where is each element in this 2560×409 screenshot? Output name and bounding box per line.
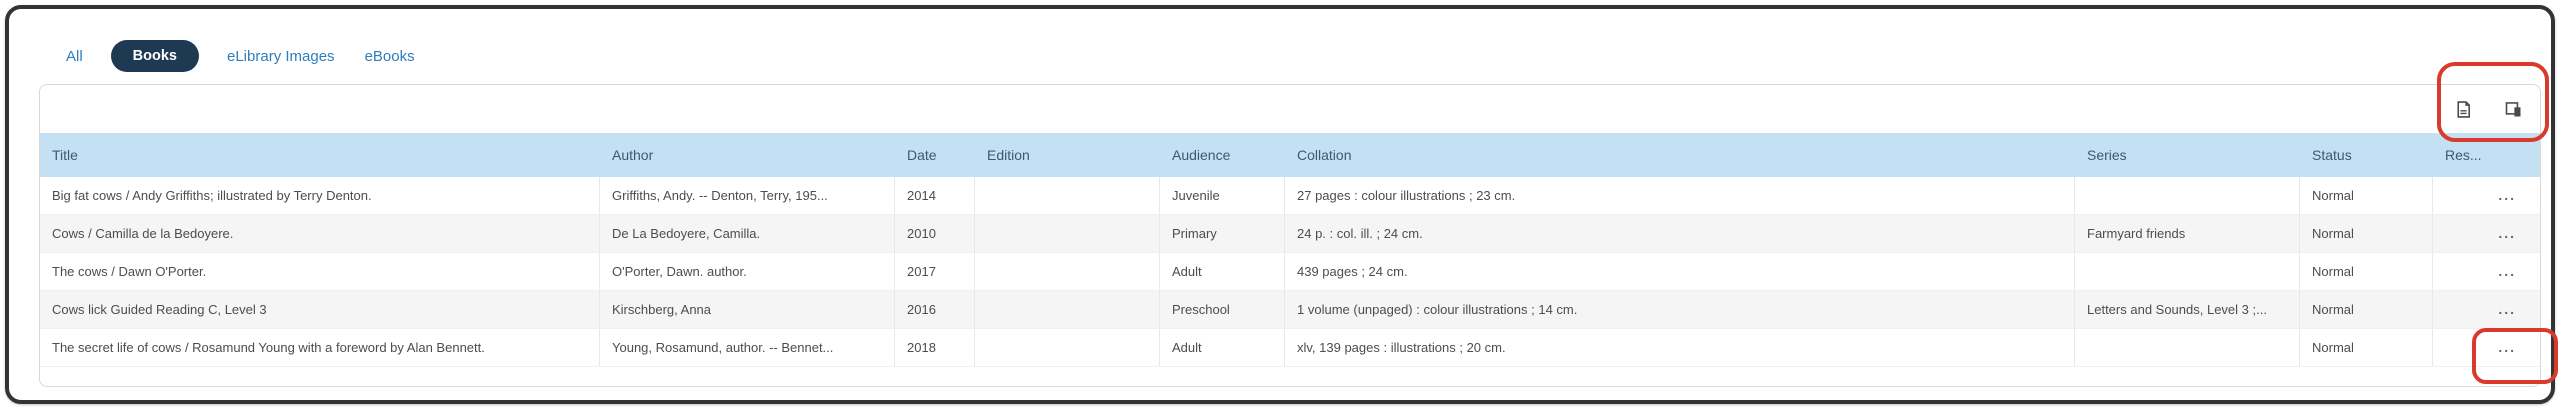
table-row[interactable]: Cows lick Guided Reading C, Level 3 Kirs… bbox=[40, 291, 2540, 329]
cell-title: Cows lick Guided Reading C, Level 3 bbox=[40, 291, 600, 328]
table-header-row: Title Author Date Edition Audience Collation S… bbox=[40, 133, 2540, 177]
column-header-audience[interactable]: Audience bbox=[1172, 147, 1231, 163]
cell-title: Big fat cows / Andy Griffiths; illustrat… bbox=[40, 177, 600, 214]
row-actions-button[interactable]: ... bbox=[2498, 263, 2516, 279]
cell-author: Young, Rosamund, author. -- Bennet... bbox=[600, 329, 895, 366]
copy-results-button[interactable] bbox=[2500, 98, 2526, 124]
column-header-res[interactable]: Res... bbox=[2445, 147, 2482, 163]
cell-audience: Preschool bbox=[1160, 291, 1285, 328]
column-header-status[interactable]: Status bbox=[2312, 147, 2352, 163]
cell-collation: 27 pages : colour illustrations ; 23 cm. bbox=[1285, 177, 2075, 214]
cell-author: De La Bedoyere, Camilla. bbox=[600, 215, 895, 252]
cell-date: 2010 bbox=[895, 215, 975, 252]
table-header: Title Author Date Edition Audience Collation S… bbox=[40, 133, 2540, 177]
column-header-series[interactable]: Series bbox=[2087, 147, 2127, 163]
cell-status: Normal bbox=[2300, 253, 2433, 290]
cell-series bbox=[2075, 329, 2300, 366]
cell-date: 2016 bbox=[895, 291, 975, 328]
screenshot-frame: All Books eLibrary Images eBooks bbox=[5, 5, 2558, 404]
cell-status: Normal bbox=[2300, 291, 2433, 328]
cell-series: Farmyard friends bbox=[2075, 215, 2300, 252]
cell-author: Griffiths, Andy. -- Denton, Terry, 195..… bbox=[600, 177, 895, 214]
table-body: Big fat cows / Andy Griffiths; illustrat… bbox=[40, 177, 2540, 367]
table-row[interactable]: Big fat cows / Andy Griffiths; illustrat… bbox=[40, 177, 2540, 215]
cell-audience: Adult bbox=[1160, 253, 1285, 290]
row-actions-button[interactable]: ... bbox=[2498, 339, 2516, 355]
cell-edition bbox=[975, 215, 1160, 252]
cell-series bbox=[2075, 177, 2300, 214]
table-row[interactable]: The cows / Dawn O'Porter. O'Porter, Dawn… bbox=[40, 253, 2540, 291]
cell-audience: Adult bbox=[1160, 329, 1285, 366]
cell-series: Letters and Sounds, Level 3 ;... bbox=[2075, 291, 2300, 328]
column-header-edition[interactable]: Edition bbox=[987, 147, 1030, 163]
cell-collation: 24 p. : col. ill. ; 24 cm. bbox=[1285, 215, 2075, 252]
cell-status: Normal bbox=[2300, 215, 2433, 252]
row-actions-button[interactable]: ... bbox=[2498, 225, 2516, 241]
cell-author: Kirschberg, Anna bbox=[600, 291, 895, 328]
tab-books[interactable]: Books bbox=[110, 40, 199, 72]
table-row[interactable]: The secret life of cows / Rosamund Young… bbox=[40, 329, 2540, 367]
cell-series bbox=[2075, 253, 2300, 290]
tab-elibrary-images[interactable]: eLibrary Images bbox=[227, 47, 335, 65]
cell-date: 2018 bbox=[895, 329, 975, 366]
table-row[interactable]: Cows / Camilla de la Bedoyere. De La Bed… bbox=[40, 215, 2540, 253]
cell-edition bbox=[975, 329, 1160, 366]
cell-author: O'Porter, Dawn. author. bbox=[600, 253, 895, 290]
cell-status: Normal bbox=[2300, 329, 2433, 366]
cell-edition bbox=[975, 253, 1160, 290]
cell-edition bbox=[975, 177, 1160, 214]
cell-edition bbox=[975, 291, 1160, 328]
cell-audience: Primary bbox=[1160, 215, 1285, 252]
cell-title: The secret life of cows / Rosamund Young… bbox=[40, 329, 600, 366]
results-panel: Title Author Date Edition Audience Collation S… bbox=[39, 84, 2541, 387]
cell-date: 2014 bbox=[895, 177, 975, 214]
cell-title: The cows / Dawn O'Porter. bbox=[40, 253, 600, 290]
row-actions-button[interactable]: ... bbox=[2498, 187, 2516, 203]
copy-results-icon bbox=[2503, 99, 2524, 123]
column-header-collation[interactable]: Collation bbox=[1297, 147, 1352, 163]
tab-ebooks[interactable]: eBooks bbox=[364, 47, 415, 65]
cell-status: Normal bbox=[2300, 177, 2433, 214]
column-header-title[interactable]: Title bbox=[52, 147, 78, 163]
cell-date: 2017 bbox=[895, 253, 975, 290]
results-toolbar bbox=[40, 85, 2540, 133]
export-results-button[interactable] bbox=[2450, 98, 2476, 124]
column-header-author[interactable]: Author bbox=[612, 147, 654, 163]
cell-audience: Juvenile bbox=[1160, 177, 1285, 214]
cell-title: Cows / Camilla de la Bedoyere. bbox=[40, 215, 600, 252]
export-results-icon bbox=[2453, 99, 2474, 123]
result-type-tabs: All Books eLibrary Images eBooks bbox=[64, 36, 417, 76]
cell-collation: xlv, 139 pages : illustrations ; 20 cm. bbox=[1285, 329, 2075, 366]
column-header-date[interactable]: Date bbox=[907, 147, 937, 163]
cell-collation: 1 volume (unpaged) : colour illustration… bbox=[1285, 291, 2075, 328]
row-actions-button[interactable]: ... bbox=[2498, 301, 2516, 317]
cell-collation: 439 pages ; 24 cm. bbox=[1285, 253, 2075, 290]
tab-all[interactable]: All bbox=[66, 47, 83, 65]
